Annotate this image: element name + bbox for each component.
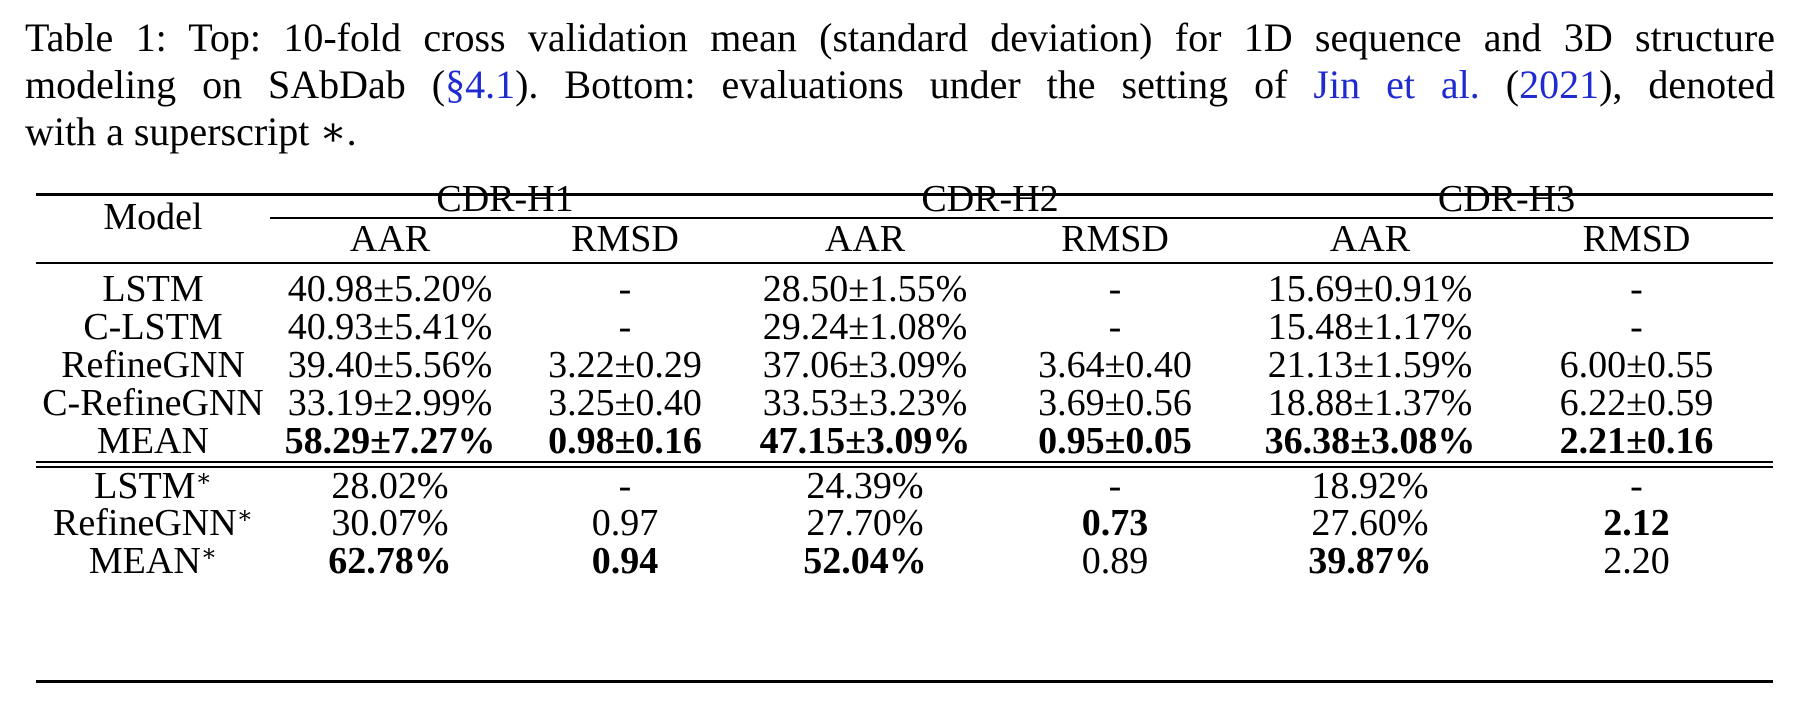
subheader-rmsd: RMSD	[571, 218, 679, 260]
citation-year-link[interactable]: 2021	[1519, 62, 1600, 107]
model-name: MEAN	[97, 420, 209, 462]
model-name: RefineGNN∗	[36, 503, 270, 543]
table-cell: 33.19±2.99%	[287, 382, 493, 424]
table-cell-best: 0.94	[591, 540, 659, 582]
double-rule-a	[36, 461, 1773, 463]
table-cell: 6.22±0.59	[1559, 382, 1714, 424]
table-cell: 28.50±1.55%	[762, 268, 968, 310]
model-name: LSTM∗	[36, 466, 270, 506]
group-header-cdr-h1: CDR-H1	[436, 178, 574, 220]
section-ref-link[interactable]: §4.1	[445, 62, 516, 107]
subheader-rmsd: RMSD	[1582, 218, 1691, 260]
subheader-aar: AAR	[1329, 218, 1411, 260]
caption-text: (	[1479, 62, 1520, 107]
model-name: MEAN∗	[36, 541, 270, 581]
table-cell-best: 62.78%	[328, 540, 452, 582]
table-cell-best: 39.87%	[1308, 540, 1432, 582]
subheader-aar: AAR	[824, 218, 906, 260]
table-caption: Table 1: Top: 10-fold cross validation m…	[25, 14, 1775, 155]
model-name: LSTM	[102, 268, 204, 310]
model-header: Model	[103, 196, 203, 238]
table-cell: 39.40±5.56%	[287, 344, 493, 386]
table-cell: 6.00±0.55	[1559, 344, 1714, 386]
caption-text: ). Bottom: evaluations under the setting…	[515, 62, 1314, 107]
table-cell: -	[618, 306, 632, 348]
table-cell-best: 58.29±7.27%	[284, 420, 496, 462]
model-label: LSTM	[94, 465, 196, 507]
table-cell: 2.20	[1603, 540, 1670, 582]
table-cell: 18.88±1.37%	[1267, 382, 1473, 424]
table-cell: 37.06±3.09%	[762, 344, 968, 386]
table-cell: 30.07%	[331, 502, 449, 544]
superscript-star: ∗	[195, 466, 212, 492]
table-cell: 18.92%	[1311, 465, 1429, 507]
superscript-star: ∗	[236, 503, 253, 529]
table-cell: 15.48±1.17%	[1267, 306, 1473, 348]
subheader-aar: AAR	[349, 218, 431, 260]
table-cell-best: 36.38±3.08%	[1264, 420, 1476, 462]
table-cell: -	[1108, 306, 1122, 348]
table-cell: 3.25±0.40	[548, 382, 702, 424]
caption-line-3: with a superscript ∗.	[25, 108, 1775, 155]
table-cell: 21.13±1.59%	[1267, 344, 1473, 386]
table-cell: 3.69±0.56	[1038, 382, 1192, 424]
citation-author-link[interactable]: Jin et al.	[1313, 62, 1480, 107]
table-cell: 3.64±0.40	[1038, 344, 1192, 386]
group-header-cdr-h3: CDR-H3	[1437, 178, 1576, 220]
table-cell-best: 0.73	[1081, 502, 1149, 544]
superscript-star: ∗	[200, 541, 218, 567]
table-cell: -	[1630, 268, 1643, 310]
caption-line-2: modeling on SAbDab (§4.1). Bottom: evalu…	[25, 61, 1775, 108]
table-cell: -	[618, 465, 632, 507]
table-cell-best: 0.95±0.05	[1038, 420, 1192, 462]
table-cell: -	[618, 268, 632, 310]
caption-text: Table 1: Top: 10-fold cross validation m…	[25, 15, 1775, 60]
table-cell-best: 2.21±0.16	[1559, 420, 1714, 462]
group-underline	[270, 217, 1773, 219]
model-name: RefineGNN	[61, 344, 245, 386]
model-label: MEAN	[88, 540, 201, 582]
top-rule	[36, 193, 1773, 196]
table-cell-best: 47.15±3.09%	[759, 420, 971, 462]
table-cell: 33.53±3.23%	[762, 382, 968, 424]
subheader-rmsd: RMSD	[1061, 218, 1169, 260]
table-cell: 15.69±0.91%	[1267, 268, 1473, 310]
table-cell: 28.02%	[331, 465, 449, 507]
model-label: RefineGNN	[53, 502, 237, 544]
table-cell: 0.89	[1081, 540, 1149, 582]
table-cell: 24.39%	[806, 465, 924, 507]
table-cell: 27.70%	[806, 502, 924, 544]
caption-text: ), denoted	[1599, 62, 1775, 107]
table-cell: 29.24±1.08%	[762, 306, 968, 348]
double-rule-b	[36, 466, 1773, 468]
table-cell-best: 2.12	[1603, 502, 1670, 544]
caption-text: with a superscript ∗.	[25, 109, 357, 154]
table-cell: 0.97	[591, 502, 659, 544]
results-table: Model CDR-H1 CDR-H2 CDR-H3 AAR RMSD AAR …	[36, 179, 1773, 683]
caption-line-1: Table 1: Top: 10-fold cross validation m…	[25, 14, 1775, 61]
table-cell: 40.98±5.20%	[287, 268, 493, 310]
table-cell: -	[1630, 465, 1643, 507]
caption-text: modeling on SAbDab (	[25, 62, 446, 107]
header-rule	[36, 262, 1773, 264]
table-cell: -	[1108, 268, 1122, 310]
group-header-cdr-h2: CDR-H2	[921, 178, 1059, 220]
table-cell-best: 52.04%	[803, 540, 927, 582]
table-cell-best: 0.98±0.16	[548, 420, 702, 462]
model-name: C-RefineGNN	[42, 382, 264, 424]
bottom-rule	[36, 680, 1773, 683]
table-cell: -	[1630, 306, 1643, 348]
table-cell: 40.93±5.41%	[287, 306, 493, 348]
table-cell: 27.60%	[1311, 502, 1429, 544]
model-name: C-LSTM	[83, 306, 223, 348]
table-cell: 3.22±0.29	[548, 344, 702, 386]
table-cell: -	[1108, 465, 1122, 507]
